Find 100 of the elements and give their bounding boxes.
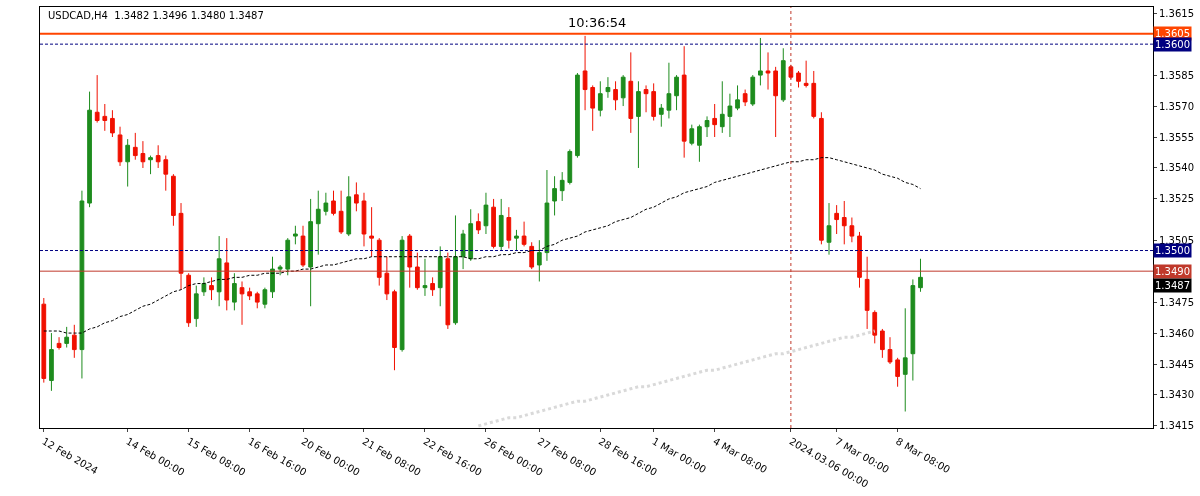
candlestick [315,190,321,256]
candlestick [758,37,763,86]
candlestick [407,233,413,289]
candlestick [864,256,870,330]
candlestick [422,258,428,297]
candlestick [628,51,634,134]
candlestick [910,278,916,382]
candlestick [437,245,443,307]
candlestick [918,258,923,293]
candlestick [308,198,313,307]
candlestick [651,82,657,121]
y-tick-label: 1.3585 [1159,69,1194,81]
candlestick [392,289,397,371]
candlestick [544,169,550,262]
candlestick [270,256,275,299]
candlestick [148,155,153,175]
candlestick [140,140,146,169]
candlestick [582,35,588,111]
candlestick [163,155,169,192]
ref-line-label: 1.3605 [1155,28,1190,39]
candlestick [171,173,176,227]
y-tick-label: 1.3555 [1159,131,1194,143]
annotation: 10:36:54 [568,15,627,30]
candlestick [803,60,809,88]
candlestick [681,45,687,159]
candlestick [247,287,253,301]
candlestick [277,264,283,276]
candlestick [880,328,885,359]
candlestick [559,171,565,202]
candlestick [49,332,54,392]
candlestick [79,190,85,379]
candlestick [491,198,496,249]
candlestick [117,126,123,167]
y-tick-label: 1.3615 [1159,7,1194,19]
candlestick [453,214,458,326]
candlestick [605,76,611,99]
candlestick [796,70,801,88]
ref-line-label: 1.3490 [1155,266,1190,277]
candlestick [384,256,390,301]
y-tick-label: 1.3505 [1159,234,1194,246]
candlestick [56,336,62,351]
candlestick [262,287,268,309]
chart-title: USDCAD,H4 1.3482 1.3496 1.3480 1.3487 [48,10,264,22]
candlestick [239,280,245,326]
candlestick [376,237,382,287]
candlestick [41,297,47,384]
candlestick [872,309,878,344]
line-series [476,329,877,428]
y-tick-label: 1.3415 [1159,420,1194,432]
y-tick-label: 1.3445 [1159,358,1194,370]
candlestick [483,192,489,235]
candlestick [590,84,596,132]
candlestick [895,357,900,388]
candlestick [750,74,756,107]
candlestick [361,192,367,247]
candlestick [742,89,748,107]
candlestick [666,62,672,119]
candlestick [201,276,207,297]
candlestick [430,276,435,297]
candlestick [132,132,138,161]
candlestick [498,198,504,252]
candlestick [64,326,70,349]
candlestick [727,93,733,138]
ref-line-label: 1.3600 [1155,39,1190,50]
candlestick [811,70,817,119]
candlestick [369,206,374,258]
y-tick-label: 1.3430 [1159,389,1194,401]
candlestick [643,84,649,113]
candlestick [71,324,77,359]
candlestick [414,252,420,291]
candlestick [178,202,184,291]
candlestick [597,80,603,117]
candlestick [346,175,352,237]
ref-line-label: 1.3500 [1155,245,1190,256]
text: 1.3487 [1155,280,1190,291]
candlestick [773,66,779,138]
candlestick [445,252,451,330]
candlestick [110,109,115,138]
candlestick [399,235,405,353]
candlestick [849,217,855,243]
candlestick [460,229,466,270]
candlestick [186,272,192,328]
candlestick [293,225,298,245]
candlestick [193,285,199,328]
candlestick [224,237,230,311]
candlestick [285,237,291,276]
candlestick [300,225,306,268]
candlestick [87,91,92,208]
candlestick [780,47,786,103]
candlestick [232,272,237,311]
line-series [43,157,921,334]
candlestick [475,212,481,235]
candlestick [826,202,832,256]
candlestick [125,138,131,188]
candlestick [209,276,214,301]
y-tick-label: 1.3475 [1159,296,1194,308]
candlestick [613,80,618,111]
candlestick [834,204,839,235]
candlestick [620,74,626,107]
candlestick [841,200,847,245]
